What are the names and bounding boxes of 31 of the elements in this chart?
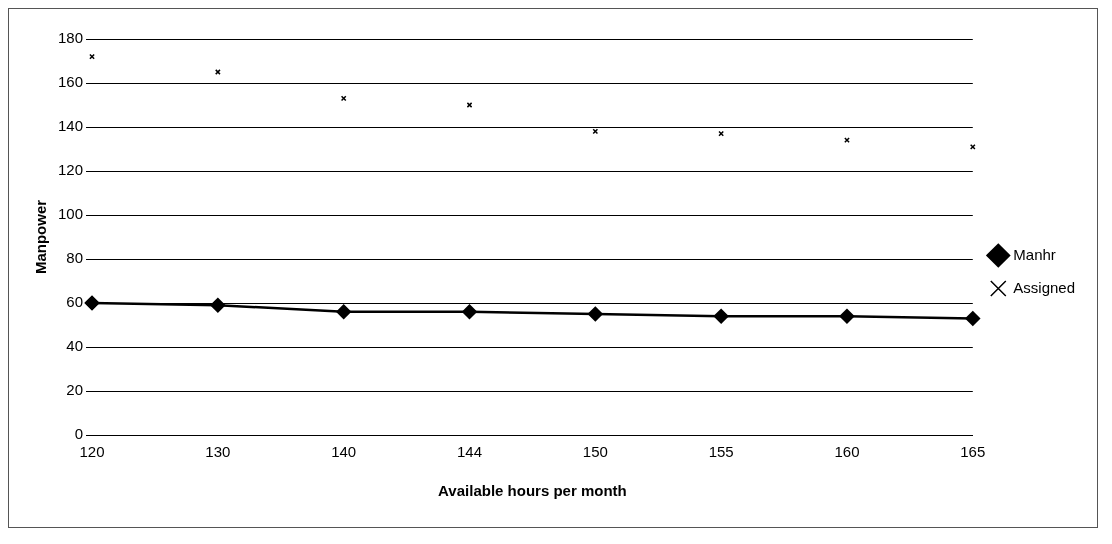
point xyxy=(965,311,981,326)
point xyxy=(588,306,603,322)
y-tick-label: 60 xyxy=(66,293,84,311)
point xyxy=(84,295,100,311)
y-tick-label: 0 xyxy=(74,425,84,443)
y-tick-label: 20 xyxy=(66,381,84,399)
y-tick-label: 140 xyxy=(58,117,84,135)
y-axis-title: Manpower xyxy=(32,199,50,275)
point xyxy=(336,304,351,320)
y-tick-label: 120 xyxy=(58,161,84,179)
point xyxy=(462,304,477,320)
y-tick-label: 100 xyxy=(58,205,84,223)
legend-label: Assigned xyxy=(1013,278,1076,296)
x-tick-label: 150 xyxy=(582,443,608,461)
x-tick-label: 120 xyxy=(79,443,105,461)
y-tick-label: 80 xyxy=(66,249,84,267)
x-tick-label: 160 xyxy=(834,443,860,461)
x-tick-label: 130 xyxy=(205,443,231,461)
point xyxy=(210,297,226,313)
point xyxy=(969,143,976,150)
y-tick-label: 180 xyxy=(58,29,84,47)
y-tick-label: 40 xyxy=(66,337,84,355)
point xyxy=(839,308,855,324)
x-axis-title: Available hours per month xyxy=(438,482,627,500)
x-tick-label: 144 xyxy=(456,443,483,461)
point xyxy=(713,308,729,324)
x-tick-label: 165 xyxy=(960,443,986,461)
x-tick-label: 140 xyxy=(331,443,357,461)
x-tick-label: 155 xyxy=(708,443,734,461)
y-tick-label: 160 xyxy=(58,73,84,91)
legend-label: Manhr xyxy=(1013,245,1056,263)
